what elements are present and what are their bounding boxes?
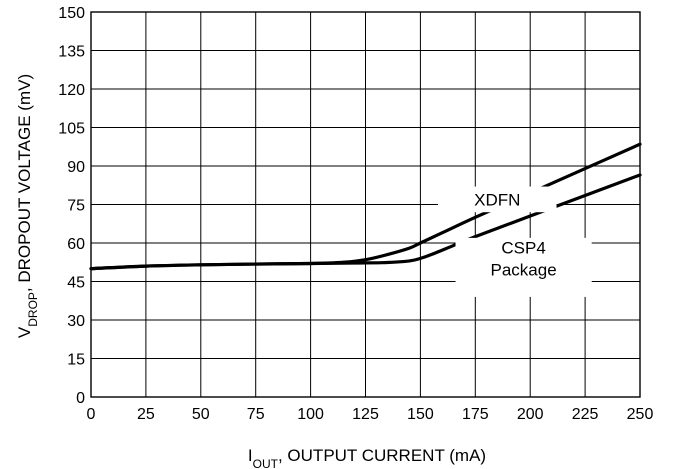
series-label: Package [491, 260, 557, 279]
x-tick-label: 0 [87, 406, 96, 423]
series-label-background [455, 237, 592, 297]
x-tick-label: 250 [627, 406, 654, 423]
x-tick-label: 75 [247, 406, 265, 423]
y-tick-label: 15 [67, 352, 85, 369]
series-label: XDFN [474, 190, 520, 209]
series-line-csp4-package [89, 173, 642, 271]
x-tick-label: 100 [297, 406, 324, 423]
y-tick-label: 45 [67, 275, 85, 292]
x-tick-label: 200 [517, 406, 544, 423]
y-axis-title: VDROP, DROPOUT VOLTAGE (mV) [15, 74, 40, 338]
series-label: CSP4 [501, 238, 545, 257]
y-tick-label: 135 [58, 44, 85, 61]
y-tick-label: 75 [67, 198, 85, 215]
y-tick-label: 120 [58, 82, 85, 99]
y-tick-label: 90 [67, 159, 85, 176]
series-labels: XDFN CSP4 Package [437, 186, 592, 297]
x-tick-labels: 0 25 50 75 100 125 150 175 200 225 250 [87, 406, 654, 423]
x-tick-label: 175 [462, 406, 489, 423]
y-tick-label: 60 [67, 236, 85, 253]
series-label-background [437, 186, 557, 213]
x-tick-label: 50 [192, 406, 210, 423]
y-tick-label: 105 [58, 121, 85, 138]
y-tick-labels: 0 15 30 45 60 75 90 105 120 135 150 [58, 5, 85, 407]
x-tick-label: 125 [352, 406, 379, 423]
x-axis-title: IOUT, OUTPUT CURRENT (mA) [248, 446, 486, 469]
y-tick-label: 30 [67, 313, 85, 330]
x-tick-label: 25 [137, 406, 155, 423]
x-tick-label: 150 [407, 406, 434, 423]
y-tick-label: 0 [76, 390, 85, 407]
plot-frame [90, 11, 641, 398]
y-tick-label: 150 [58, 5, 85, 22]
x-tick-label: 225 [572, 406, 599, 423]
